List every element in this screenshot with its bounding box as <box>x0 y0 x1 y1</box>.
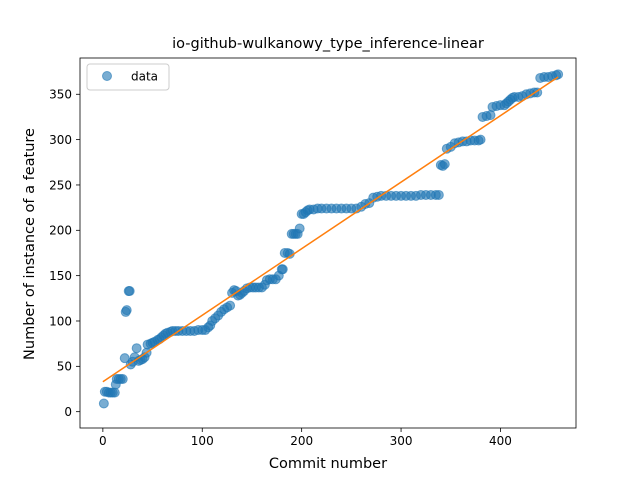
data-point <box>98 398 109 409</box>
data-point <box>124 286 135 297</box>
y-tick-label: 50 <box>57 360 72 374</box>
data-point <box>553 69 564 80</box>
legend-label-data: data <box>131 70 158 84</box>
y-tick-label: 200 <box>49 224 72 238</box>
y-tick-label: 150 <box>49 269 72 283</box>
axes-frame <box>79 57 577 429</box>
data-point <box>439 159 450 170</box>
data-point <box>109 387 120 398</box>
data-point <box>294 223 305 234</box>
data-point <box>225 300 236 311</box>
y-tick-label: 300 <box>49 133 72 147</box>
y-tick-label: 350 <box>49 88 72 102</box>
x-tick-label: 100 <box>191 434 214 448</box>
data-point <box>277 264 288 275</box>
data-point <box>475 134 486 145</box>
legend-marker-data <box>102 71 112 81</box>
y-tick-label: 250 <box>49 178 72 192</box>
data-point <box>121 305 132 316</box>
legend: data <box>86 63 170 91</box>
y-tick-label: 100 <box>49 314 72 328</box>
data-point <box>433 189 444 200</box>
x-axis-label: Commit number <box>269 456 387 472</box>
y-axis-label: Number of instance of a feature <box>22 128 38 360</box>
data-point <box>117 374 128 385</box>
x-tick-label: 300 <box>390 434 413 448</box>
plot-area <box>98 69 564 409</box>
chart-title: io-github-wulkanowy_type_inference-linea… <box>172 36 484 52</box>
fit-line <box>102 76 559 383</box>
data-point <box>485 110 496 121</box>
x-tick-label: 200 <box>290 434 313 448</box>
axes: 0 100 200 300 400 0 50 100 150 200 250 300 350 <box>49 57 577 448</box>
legend-box <box>86 63 170 91</box>
x-tick-label: 400 <box>489 434 512 448</box>
data-point <box>119 353 130 364</box>
x-tick-label: 0 <box>99 434 107 448</box>
data-point <box>131 343 142 354</box>
y-tick-label: 0 <box>64 405 72 419</box>
